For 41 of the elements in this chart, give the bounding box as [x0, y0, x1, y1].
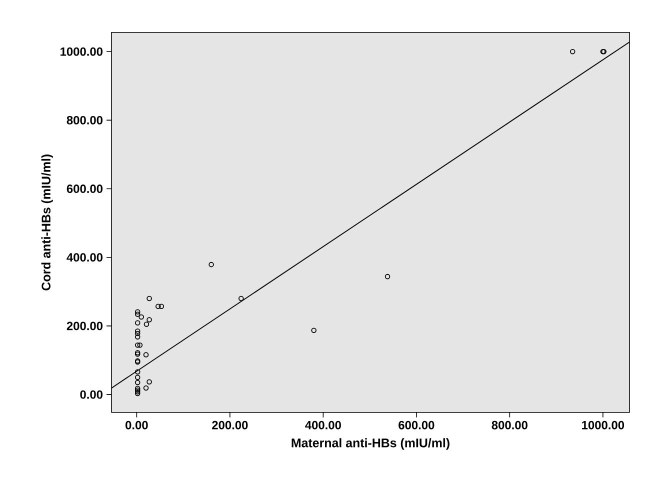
point — [134, 369, 140, 375]
y-tick-label: 1000.00 — [60, 47, 103, 56]
point — [138, 314, 144, 320]
point — [134, 328, 140, 334]
y-tick-label: 600.00 — [66, 184, 103, 193]
point — [208, 262, 214, 268]
point — [134, 389, 140, 394]
point — [384, 274, 390, 280]
point — [570, 48, 576, 54]
point — [134, 342, 140, 348]
point — [137, 342, 143, 348]
point — [146, 317, 152, 322]
point — [134, 320, 140, 326]
point — [143, 385, 149, 391]
x-tick-label: 200.00 — [212, 420, 248, 430]
point — [134, 380, 140, 386]
x-tick-label: 0.00 — [126, 420, 148, 430]
point — [144, 322, 150, 327]
x-tick-label: 400.00 — [305, 420, 341, 430]
y-tick-label: 200.00 — [66, 322, 103, 330]
point — [146, 379, 152, 385]
x-tick-label: 1000.00 — [582, 420, 624, 430]
point — [134, 390, 140, 396]
y-tick-label: 0.00 — [80, 390, 103, 399]
point — [311, 328, 316, 334]
y-axis-title: Cord anti-HBs (mIU/ml) — [41, 154, 53, 290]
point — [158, 304, 164, 310]
y-tick-label: 800.00 — [66, 116, 103, 124]
x-tick-label: 800.00 — [492, 420, 528, 430]
point — [238, 296, 244, 302]
point — [134, 334, 140, 340]
point — [134, 374, 140, 380]
point — [155, 304, 161, 310]
point — [134, 312, 140, 317]
point — [134, 330, 140, 336]
x-tick-label: 600.00 — [398, 420, 434, 430]
x-axis-title: Maternal anti-HBs (mIU/ml) — [292, 438, 450, 450]
point — [134, 309, 140, 315]
y-tick-label: 400.00 — [66, 253, 103, 262]
point — [143, 352, 149, 358]
point — [146, 296, 152, 302]
